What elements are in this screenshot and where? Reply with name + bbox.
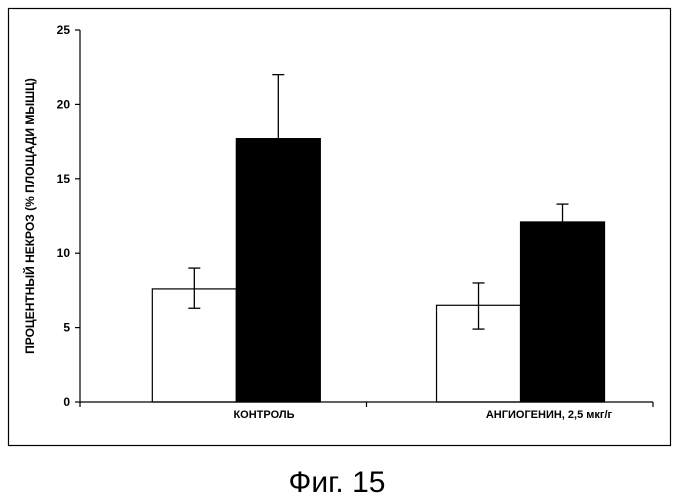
y-tick-label-2: 10 [57,246,71,260]
category-label-1: АНГИОГЕНИН, 2,5 мкг/г [486,409,613,421]
figure-caption: Фиг. 15 [289,466,386,499]
y-tick-label-5: 25 [57,23,71,37]
bar-1-1 [521,222,605,402]
bar-0-1 [236,139,320,402]
y-tick-label-0: 0 [63,395,70,409]
y-tick-label-1: 5 [63,321,70,335]
y-axis-label: ПРОЦЕНТНЫЙ НЕКРОЗ (% ПЛОЩАДИ МЫШЦ) [22,78,37,354]
category-label-0: КОНТРОЛЬ [233,409,294,421]
y-tick-label-4: 20 [57,97,71,111]
y-tick-label-3: 15 [57,172,71,186]
